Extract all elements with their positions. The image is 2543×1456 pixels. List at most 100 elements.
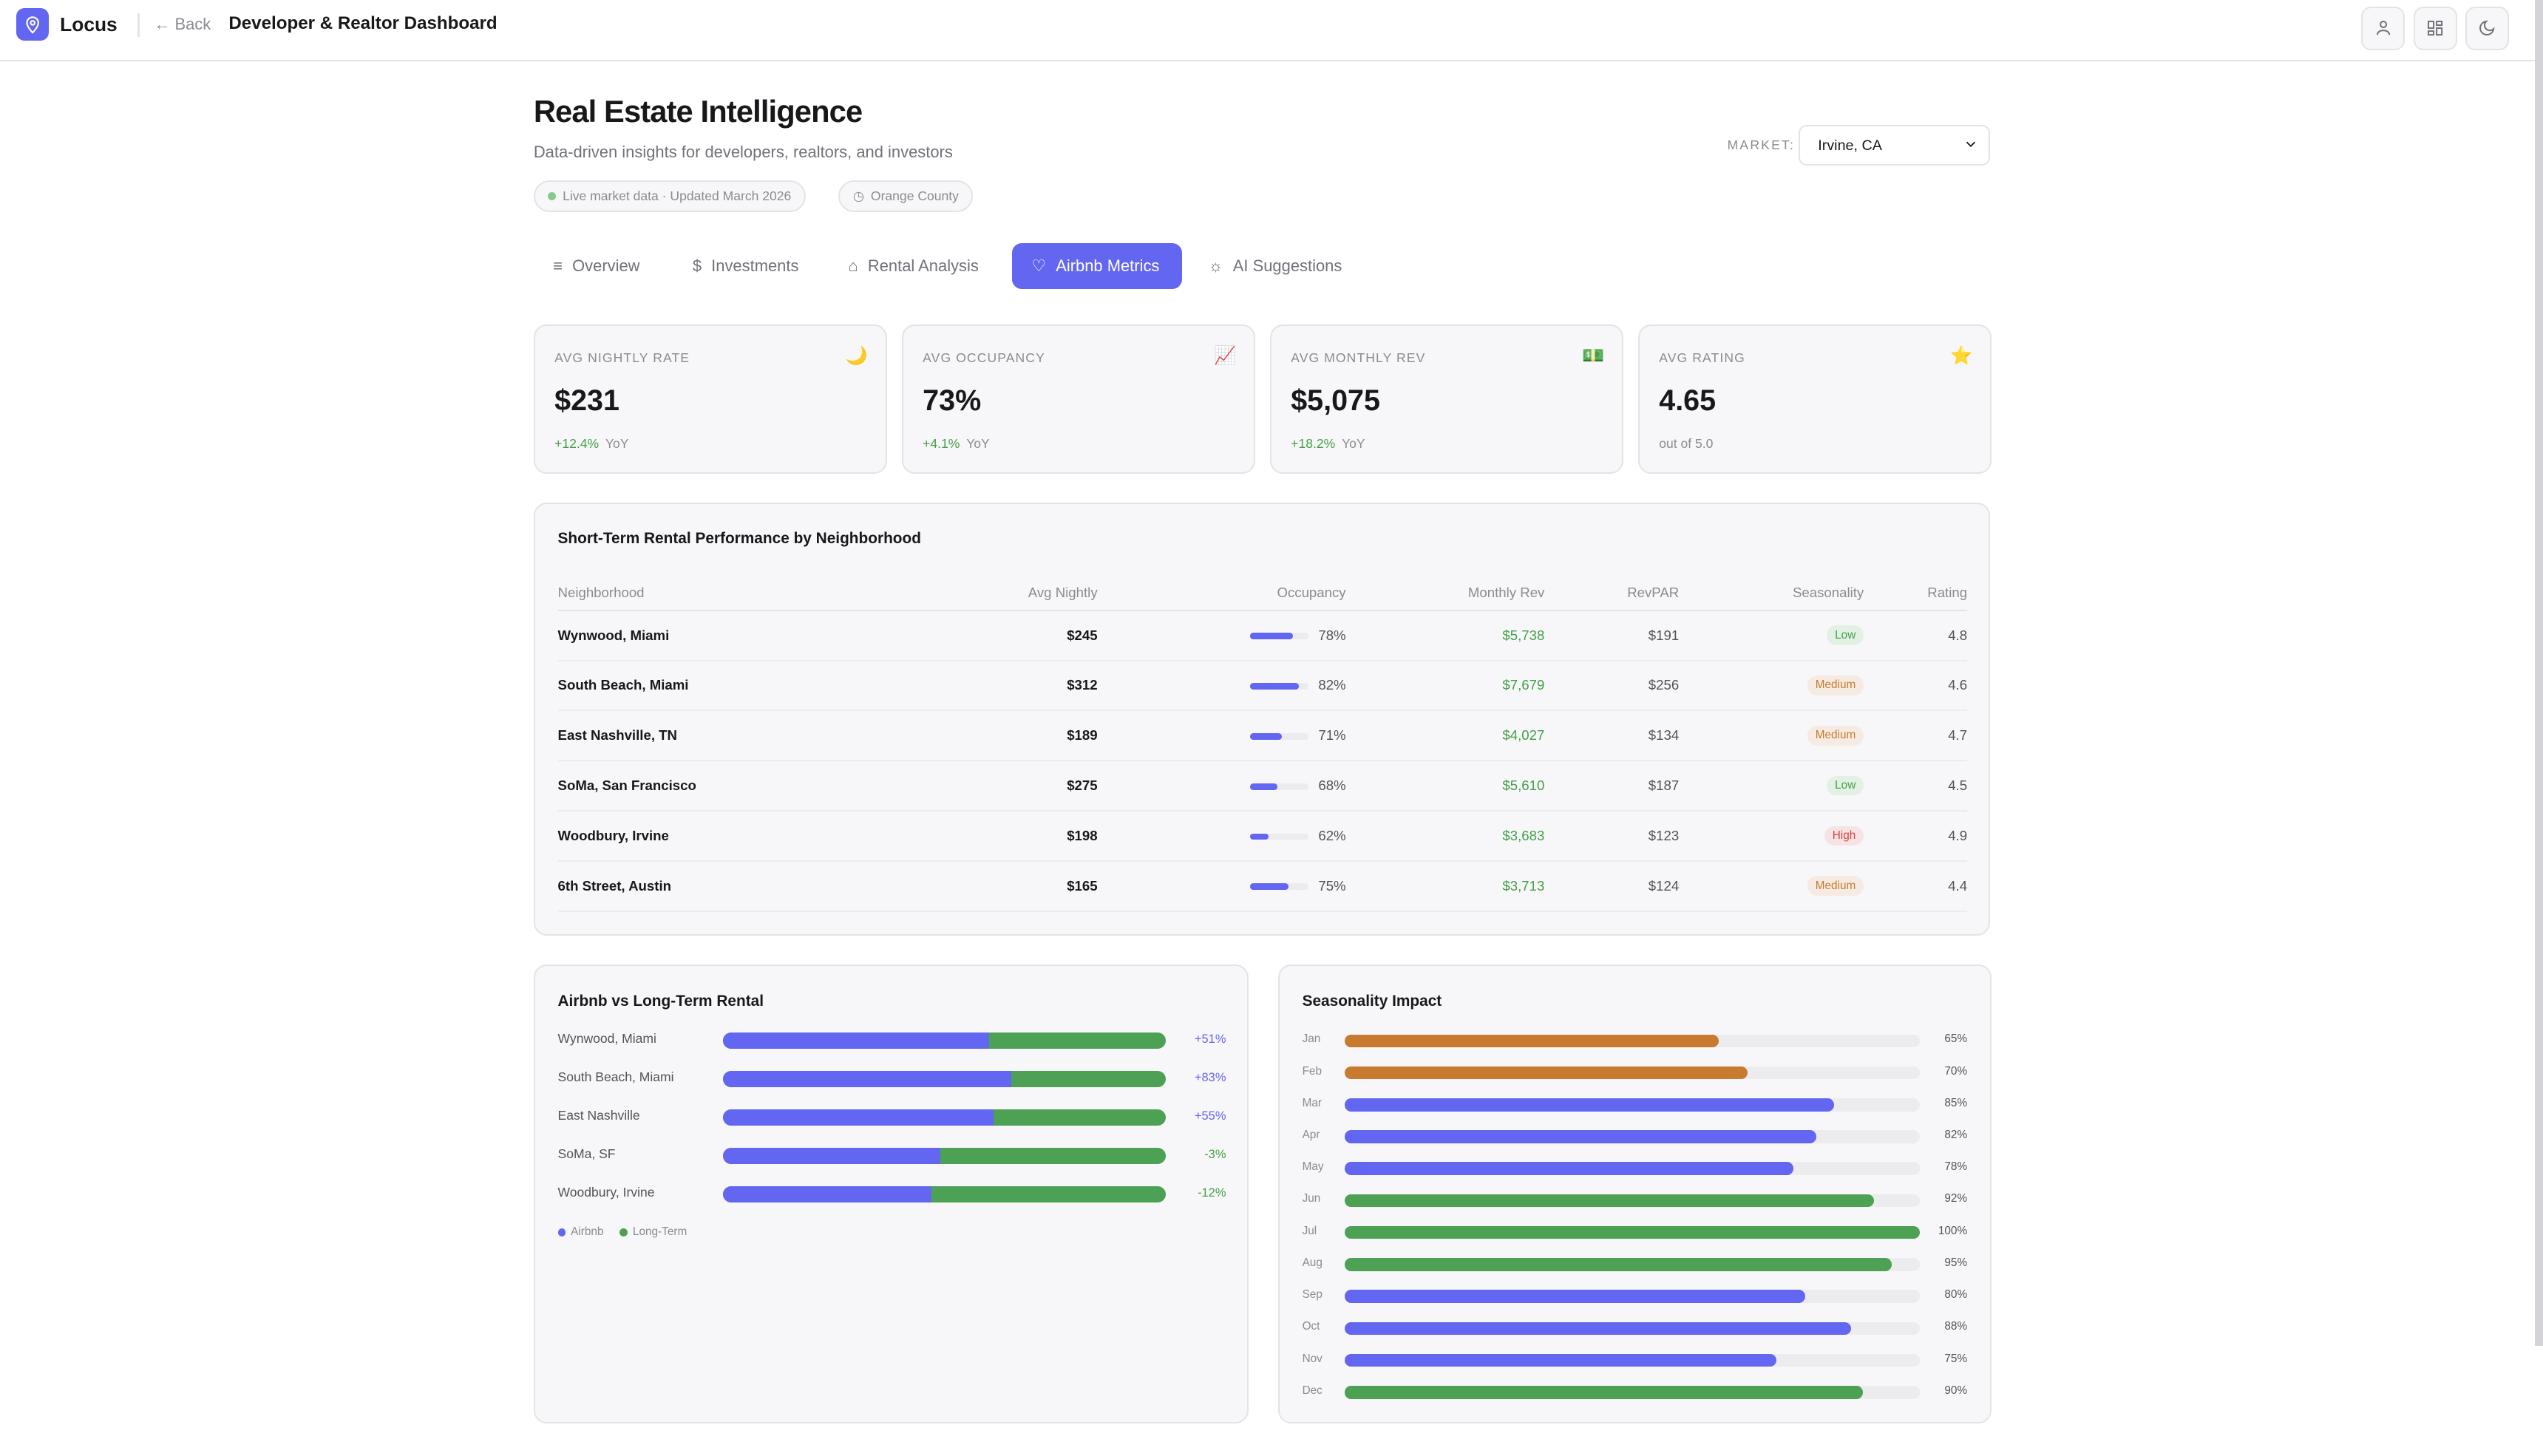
money-icon: 💵 bbox=[1582, 346, 1605, 367]
avg-nightly-rate-card: AVG NIGHTLY RATE 🌙 $231 +12.4% YoY bbox=[533, 324, 888, 474]
seasonality-value: 92% bbox=[1944, 1192, 1968, 1205]
seasonality-track bbox=[1344, 1162, 1921, 1175]
neighborhood-cell: 6th Street, Austin bbox=[557, 860, 917, 912]
table-row[interactable]: Woodbury, Irvine $198 62% $3,683 $123 High 4.9 bbox=[557, 810, 1968, 862]
neighborhood-cell: SoMa, San Francisco bbox=[557, 761, 917, 812]
seasonality-badge: Medium bbox=[1807, 676, 1864, 695]
market-select[interactable]: Irvine, CA bbox=[1799, 124, 1991, 166]
column-header[interactable]: Monthly Rev bbox=[1345, 575, 1545, 611]
column-header[interactable]: Occupancy bbox=[1097, 575, 1346, 611]
table-row[interactable]: SoMa, San Francisco $275 68% $5,610 $187 Low 4… bbox=[557, 761, 1968, 812]
table-row[interactable]: Wynwood, Miami $245 78% $5,738 $191 Low 4.8 bbox=[557, 610, 1968, 661]
nightly-cell: $189 bbox=[917, 710, 1098, 762]
occupancy-value: 71% bbox=[1318, 727, 1346, 744]
seasonality-value: 65% bbox=[1944, 1033, 1968, 1046]
table-row[interactable]: South Beach, Miami $312 82% $7,679 $256 Mediu… bbox=[557, 660, 1968, 712]
revpar-cell: $134 bbox=[1544, 710, 1680, 762]
seasonality-cell: High bbox=[1679, 810, 1864, 862]
locus-logo-icon[interactable] bbox=[16, 7, 49, 41]
table-row[interactable]: East Nashville, TN $189 71% $4,027 $134 Mediu… bbox=[557, 710, 1968, 762]
monthly-rev-cell: $3,713 bbox=[1345, 860, 1545, 912]
tab-ai-suggestions[interactable]: ☼ AI Suggestions bbox=[1189, 243, 1361, 288]
seasonality-bar bbox=[1344, 1321, 1851, 1336]
card-value: $231 bbox=[554, 384, 619, 417]
occupancy-value: 78% bbox=[1318, 627, 1346, 643]
seasonality-cell: Low bbox=[1679, 761, 1864, 812]
panel-title: Short-Term Rental Performance by Neighbo… bbox=[557, 530, 921, 548]
occupancy-fill bbox=[1250, 883, 1289, 891]
occupancy-fill bbox=[1250, 683, 1299, 690]
seasonality-cell: Medium bbox=[1679, 860, 1864, 912]
seasonality-value: 78% bbox=[1944, 1160, 1968, 1174]
scrollbar[interactable] bbox=[2535, 0, 2543, 1347]
airbnb-vs-longterm-panel: Airbnb vs Long-Term Rental Wynwood, Miam… bbox=[533, 965, 1249, 1424]
tab-rental-analysis[interactable]: ⌂ Rental Analysis bbox=[829, 243, 998, 288]
tab-overview[interactable]: ≡ Overview bbox=[534, 243, 659, 288]
seasonality-value: 85% bbox=[1944, 1096, 1968, 1109]
comparison-row: SoMa, SF -3% bbox=[558, 1146, 1226, 1166]
comparison-diff: +55% bbox=[1194, 1109, 1226, 1123]
legend-label: Airbnb bbox=[571, 1225, 604, 1239]
comparison-diff: -12% bbox=[1198, 1186, 1226, 1200]
month-label: Apr bbox=[1302, 1129, 1320, 1142]
nightly-cell: $165 bbox=[917, 860, 1098, 912]
column-header[interactable]: Neighborhood bbox=[557, 575, 917, 611]
dark-mode-toggle[interactable] bbox=[2465, 6, 2509, 50]
change-percent: +4.1% bbox=[923, 435, 960, 451]
seasonality-bar bbox=[1344, 1225, 1921, 1239]
back-button[interactable]: ← Back bbox=[154, 15, 211, 34]
month-label: Feb bbox=[1302, 1064, 1323, 1078]
occupancy-value: 68% bbox=[1318, 778, 1346, 794]
dollar-icon: $ bbox=[692, 256, 702, 275]
profile-button[interactable] bbox=[2361, 6, 2406, 50]
seasonality-value: 75% bbox=[1944, 1352, 1968, 1365]
occupancy-cell: 82% bbox=[1097, 660, 1346, 712]
live-data-pill: Live market data · Updated March 2026 bbox=[533, 180, 806, 213]
region-text: Orange County bbox=[870, 188, 959, 203]
seasonality-value: 80% bbox=[1944, 1288, 1968, 1302]
avg-monthly-rev-card: AVG MONTHLY REV 💵 $5,075 +18.2% YoY bbox=[1269, 324, 1624, 474]
airbnb-dot-icon bbox=[557, 1228, 566, 1236]
tab-airbnb-metrics[interactable]: ♡ Airbnb Metrics bbox=[1012, 243, 1183, 289]
seasonality-track bbox=[1344, 1066, 1921, 1080]
rating-cell: 4.5 bbox=[1864, 761, 1968, 812]
comparison-bar bbox=[723, 1109, 1167, 1126]
region-pill: ◷ Orange County bbox=[838, 180, 974, 213]
occupancy-bar bbox=[1250, 883, 1309, 891]
heart-icon: ♡ bbox=[1031, 256, 1047, 275]
column-header[interactable]: Avg Nightly bbox=[917, 575, 1098, 611]
rating-cell: 4.8 bbox=[1864, 610, 1968, 661]
airbnb-segment bbox=[723, 1186, 931, 1203]
seasonality-track bbox=[1344, 1290, 1921, 1303]
column-header[interactable]: Seasonality bbox=[1679, 575, 1864, 611]
seasonality-bar bbox=[1344, 1258, 1892, 1271]
top-bar: Locus ← Back Developer & Realtor Dashboa… bbox=[0, 0, 2536, 62]
page-title: Real Estate Intelligence bbox=[533, 94, 863, 129]
comparison-row: East Nashville +55% bbox=[558, 1108, 1226, 1127]
column-header[interactable]: RevPAR bbox=[1544, 575, 1680, 611]
seasonality-row: Jun 92% bbox=[1302, 1192, 1968, 1208]
month-label: Jun bbox=[1302, 1192, 1321, 1205]
layout-button[interactable] bbox=[2413, 6, 2457, 50]
seasonality-track bbox=[1344, 1321, 1921, 1336]
table-row[interactable]: 6th Street, Austin $165 75% $3,713 $124 Mediu… bbox=[557, 860, 1968, 912]
seasonality-track bbox=[1344, 1034, 1921, 1048]
month-label: Nov bbox=[1302, 1352, 1323, 1365]
page-subtitle: Data-driven insights for developers, rea… bbox=[533, 143, 953, 162]
card-label: AVG MONTHLY REV bbox=[1291, 350, 1426, 365]
clock-icon: ◷ bbox=[852, 188, 865, 203]
panel-title: Airbnb vs Long-Term Rental bbox=[557, 992, 764, 1010]
live-dot-icon bbox=[548, 191, 557, 200]
comparison-diff: -3% bbox=[1204, 1148, 1226, 1162]
column-header[interactable]: Rating bbox=[1864, 575, 1968, 611]
avg-occupancy-card: AVG OCCUPANCY 📈 73% +4.1% YoY bbox=[901, 324, 1256, 474]
divider bbox=[137, 13, 140, 38]
tab-investments[interactable]: $ Investments bbox=[673, 243, 818, 288]
seasonality-value: 100% bbox=[1938, 1224, 1968, 1237]
comparison-row: Woodbury, Irvine -12% bbox=[558, 1185, 1226, 1204]
tab-label: AI Suggestions bbox=[1232, 256, 1342, 275]
neighborhood-cell: Woodbury, Irvine bbox=[557, 810, 917, 862]
card-change: out of 5.0 bbox=[1659, 436, 1713, 452]
occupancy-fill bbox=[1250, 633, 1293, 640]
lightbulb-icon: ☼ bbox=[1208, 256, 1223, 275]
